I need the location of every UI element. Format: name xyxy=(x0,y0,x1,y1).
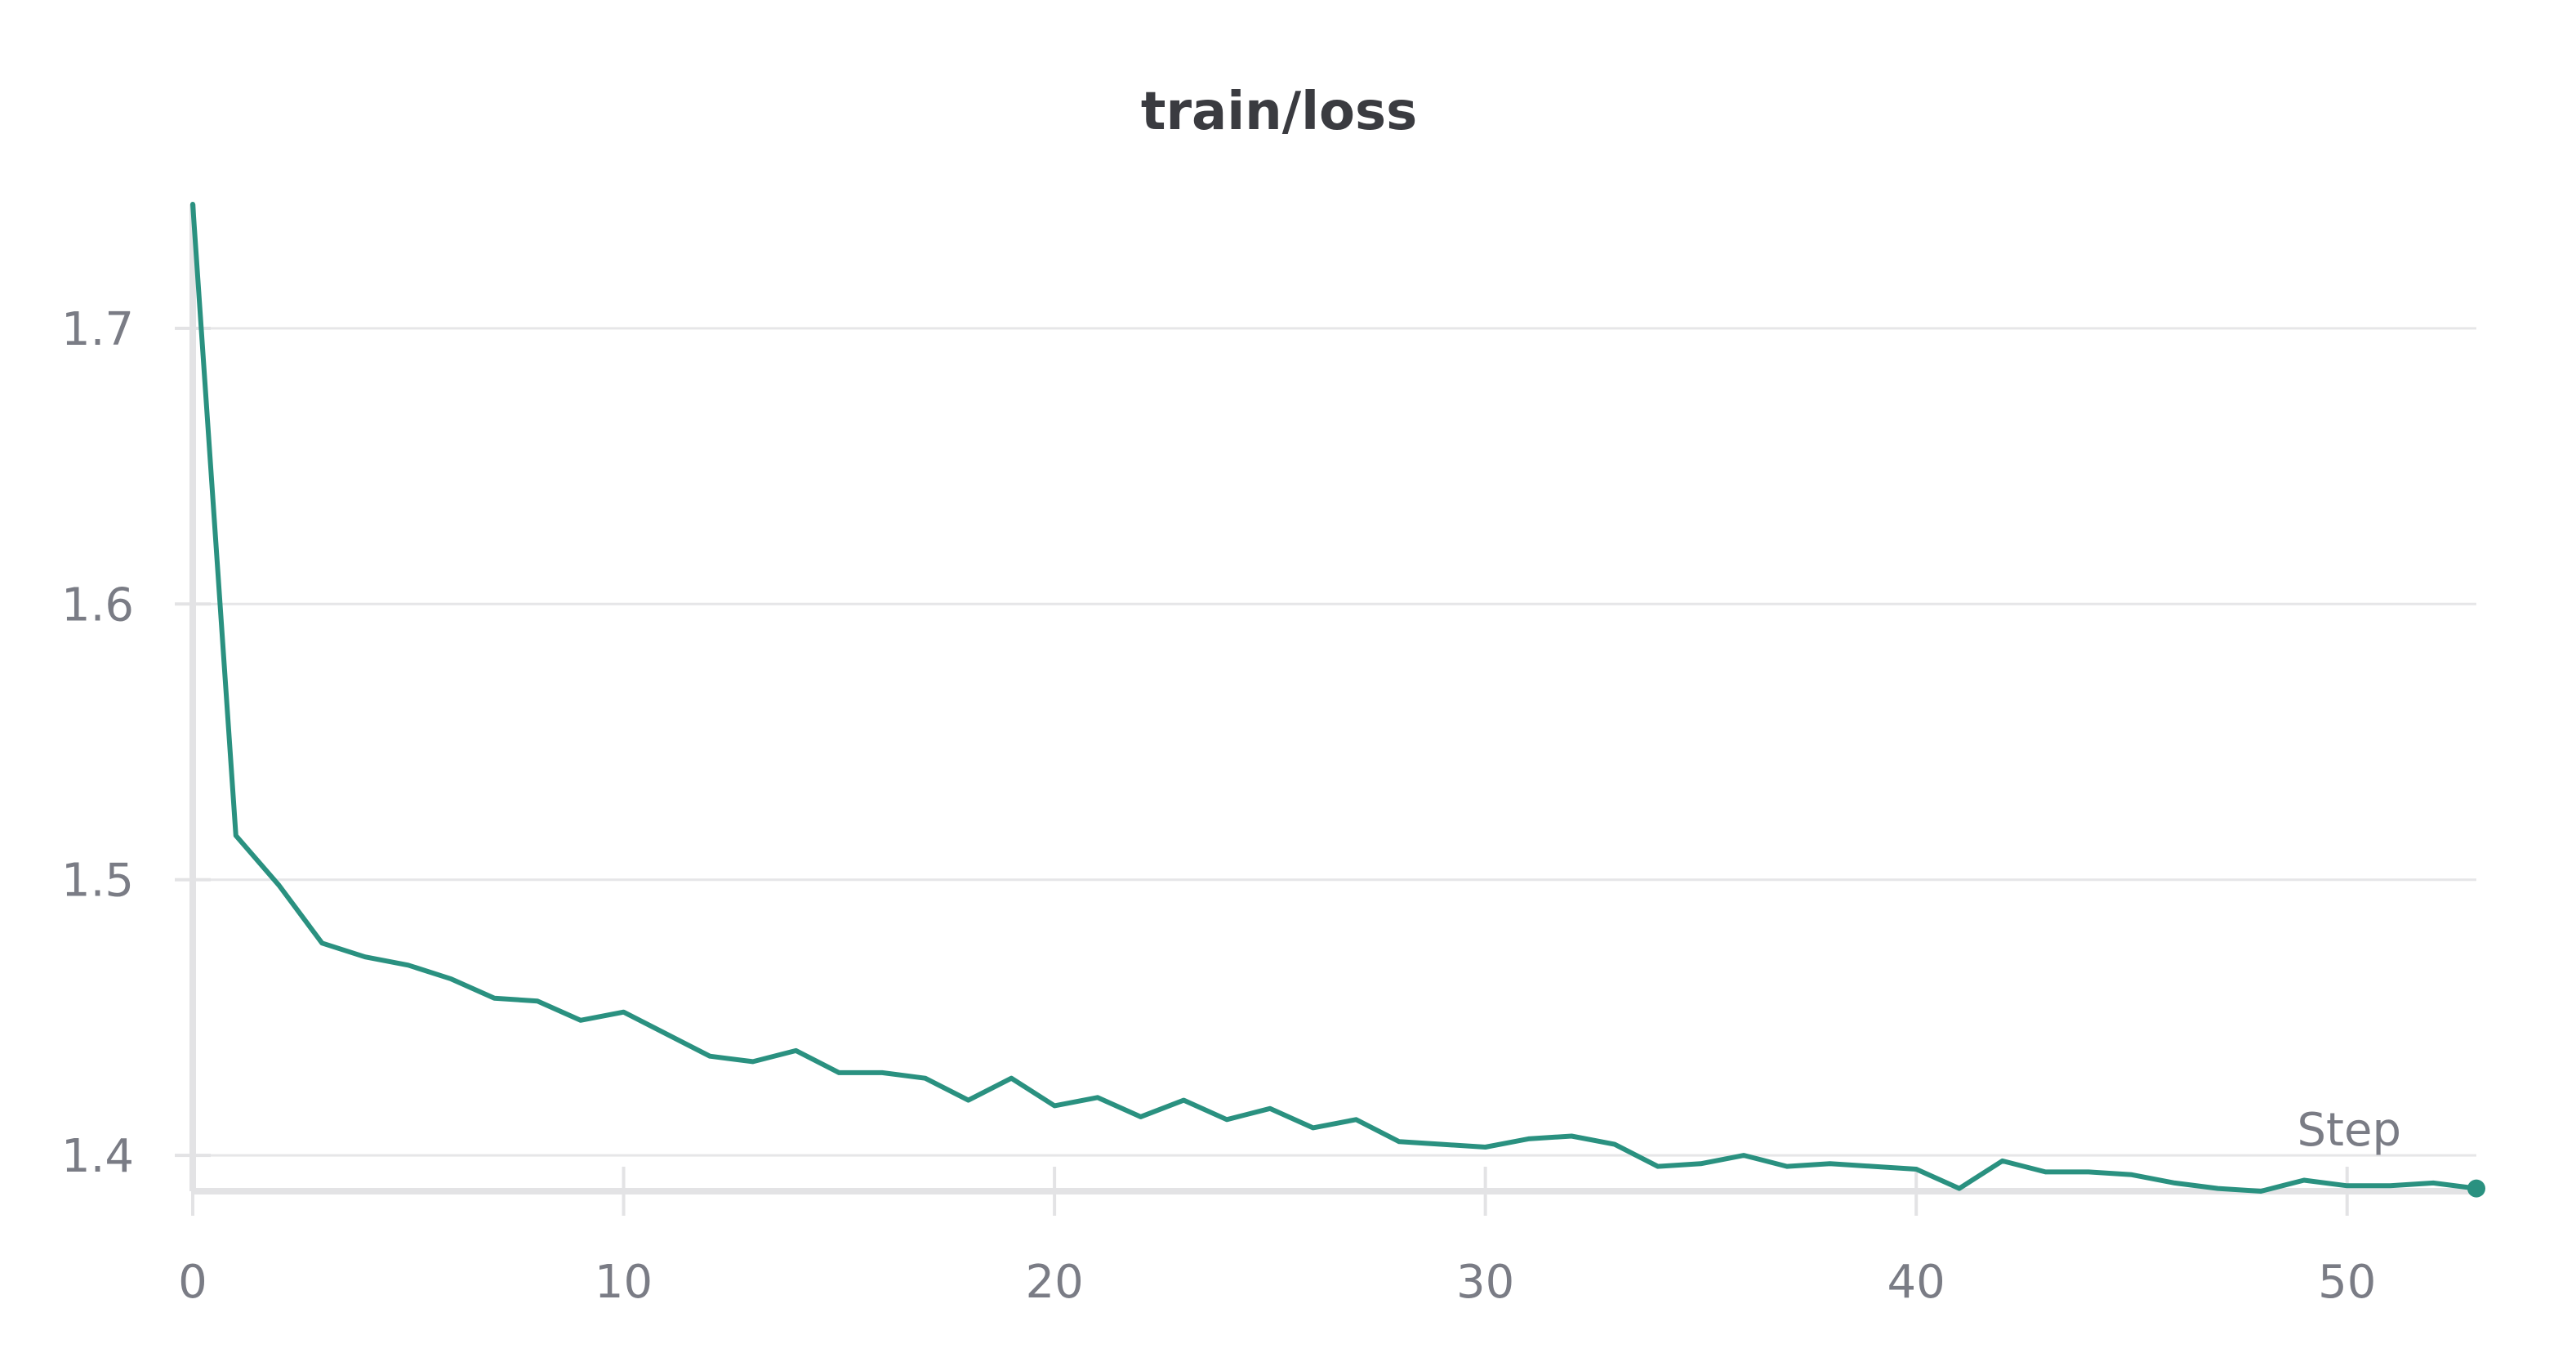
x-axis-label: Step xyxy=(2297,1104,2401,1157)
ticks: 1.4 1.5 1.6 1.7 0 10 20 30 40 50 xyxy=(61,303,2376,1309)
x-tick-label: 50 xyxy=(2318,1256,2376,1309)
y-tick-label: 1.6 xyxy=(61,578,134,632)
series-layer xyxy=(190,202,2485,1198)
series-line xyxy=(190,202,2479,1194)
chart-title: train/loss xyxy=(1141,82,1417,142)
series-end-point xyxy=(2467,1179,2485,1198)
y-tick-label: 1.7 xyxy=(61,303,134,356)
x-tick-label: 10 xyxy=(595,1256,653,1309)
x-tick-label: 40 xyxy=(1887,1256,1945,1309)
axes xyxy=(189,204,2476,1194)
x-tick-label: 20 xyxy=(1025,1256,1083,1309)
x-tick-label: 0 xyxy=(178,1256,207,1309)
grid-lines xyxy=(193,327,2476,1157)
y-tick-label: 1.4 xyxy=(61,1130,134,1183)
y-tick-label: 1.5 xyxy=(61,855,134,908)
x-tick-label: 30 xyxy=(1456,1256,1514,1309)
